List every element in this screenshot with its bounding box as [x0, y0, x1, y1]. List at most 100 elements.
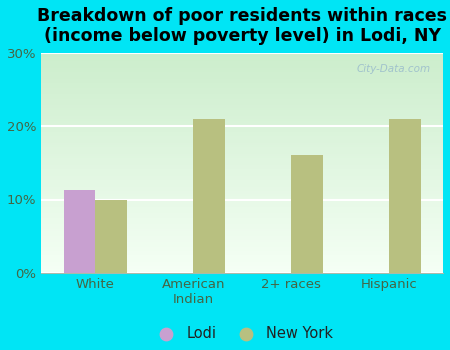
Bar	[41, 132, 443, 134]
Bar	[41, 127, 443, 130]
Text: City-Data.com: City-Data.com	[357, 64, 431, 74]
Bar	[41, 141, 443, 143]
Bar	[41, 224, 443, 227]
Bar	[41, 130, 443, 132]
Bar	[41, 233, 443, 236]
Bar	[41, 231, 443, 233]
Title: Breakdown of poor residents within races
(income below poverty level) in Lodi, N: Breakdown of poor residents within races…	[37, 7, 447, 46]
Bar	[41, 172, 443, 174]
Bar	[291, 155, 323, 273]
Bar	[41, 246, 443, 249]
Bar	[41, 220, 443, 222]
Bar	[41, 123, 443, 125]
Bar	[41, 256, 443, 258]
Bar	[64, 190, 95, 273]
Bar	[41, 145, 443, 147]
Bar	[41, 64, 443, 66]
Bar	[41, 268, 443, 271]
Bar	[41, 161, 443, 163]
Bar	[41, 139, 443, 141]
Bar	[41, 61, 443, 64]
Bar	[41, 244, 443, 246]
Bar	[41, 86, 443, 88]
Bar	[41, 202, 443, 205]
Bar	[41, 191, 443, 194]
Bar	[41, 218, 443, 220]
Bar	[41, 125, 443, 127]
Bar	[41, 143, 443, 145]
Bar	[41, 169, 443, 172]
Bar	[41, 165, 443, 167]
Bar	[41, 183, 443, 185]
Bar	[41, 103, 443, 105]
Bar	[41, 229, 443, 231]
Bar	[41, 136, 443, 139]
Bar	[41, 66, 443, 68]
Bar	[41, 222, 443, 224]
Bar	[41, 189, 443, 191]
Bar	[41, 81, 443, 83]
Bar	[41, 97, 443, 99]
Bar	[41, 216, 443, 218]
Bar	[41, 72, 443, 75]
Bar	[41, 152, 443, 154]
Bar	[41, 176, 443, 178]
Bar	[41, 174, 443, 176]
Bar	[41, 117, 443, 119]
Bar	[41, 90, 443, 92]
Bar	[41, 214, 443, 216]
Bar	[41, 266, 443, 268]
Bar	[41, 83, 443, 86]
Bar	[41, 205, 443, 207]
Bar	[41, 52, 443, 55]
Bar	[41, 114, 443, 117]
Bar	[41, 55, 443, 57]
Bar	[41, 147, 443, 149]
Bar	[41, 101, 443, 103]
Bar	[41, 253, 443, 255]
Bar	[41, 209, 443, 211]
Bar	[41, 99, 443, 101]
Bar	[41, 57, 443, 59]
Bar	[41, 110, 443, 112]
Bar	[41, 211, 443, 214]
Bar	[41, 59, 443, 61]
Bar	[41, 149, 443, 152]
Bar	[41, 158, 443, 161]
Bar	[95, 199, 126, 273]
Bar	[41, 271, 443, 273]
Bar	[41, 94, 443, 97]
Bar	[41, 187, 443, 189]
Bar	[41, 134, 443, 136]
Bar	[41, 196, 443, 198]
Bar	[41, 77, 443, 79]
Bar	[41, 260, 443, 262]
Bar	[41, 92, 443, 94]
Bar	[41, 249, 443, 251]
Bar	[389, 119, 420, 273]
Bar	[41, 242, 443, 244]
Bar	[41, 68, 443, 70]
Bar	[41, 198, 443, 200]
Bar	[41, 70, 443, 72]
Bar	[41, 178, 443, 180]
Bar	[41, 240, 443, 242]
Bar	[41, 185, 443, 187]
Bar	[41, 112, 443, 114]
Bar	[41, 238, 443, 240]
Bar	[41, 258, 443, 260]
Bar	[41, 236, 443, 238]
Bar	[41, 264, 443, 266]
Bar	[41, 79, 443, 81]
Bar	[41, 207, 443, 209]
Bar	[41, 262, 443, 264]
Bar	[41, 105, 443, 108]
Bar	[41, 167, 443, 169]
Legend: Lodi, New York: Lodi, New York	[145, 320, 339, 346]
Bar	[41, 154, 443, 156]
Bar	[41, 200, 443, 202]
Bar	[41, 163, 443, 165]
Bar	[41, 180, 443, 183]
Bar	[41, 227, 443, 229]
Bar	[41, 75, 443, 77]
